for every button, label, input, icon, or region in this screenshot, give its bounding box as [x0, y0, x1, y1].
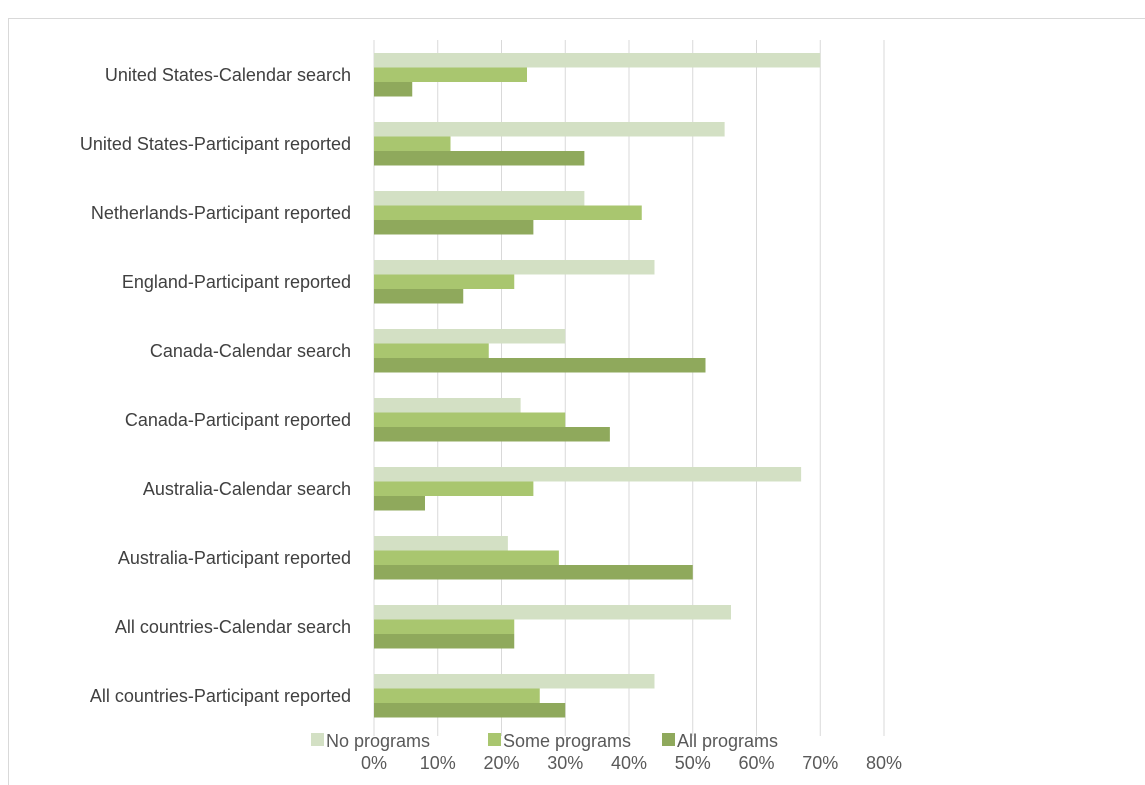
bar-some-programs: [374, 550, 559, 565]
bar-no-programs: [374, 53, 821, 68]
category-label: Australia-Participant reported: [118, 548, 351, 568]
legend-swatch: [311, 733, 324, 746]
x-tick-label: 10%: [420, 753, 456, 773]
bar-some-programs: [374, 619, 515, 634]
x-tick-label: 60%: [738, 753, 774, 773]
category-label: Canada-Calendar search: [150, 341, 351, 361]
x-tick-label: 70%: [802, 753, 838, 773]
category-labels: United States-Calendar search United Stat…: [80, 65, 351, 706]
gridlines: [373, 40, 885, 736]
bar-no-programs: [374, 329, 566, 344]
legend-label: No programs: [326, 731, 430, 751]
bar-no-programs: [374, 605, 731, 620]
bar-all-programs: [374, 496, 425, 511]
legend-label: All programs: [677, 731, 778, 751]
legend-label: Some programs: [503, 731, 631, 751]
category-label: United States-Calendar search: [105, 65, 351, 85]
legend: No programs Some programs All programs: [311, 731, 778, 751]
bar-no-programs: [374, 467, 802, 482]
bar-no-programs: [374, 191, 585, 206]
chart-frame: [8, 18, 1145, 785]
bar-all-programs: [374, 151, 585, 166]
category-label: United States-Participant reported: [80, 134, 351, 154]
x-tick-labels: 0% 10% 20% 30% 40% 50% 60% 70% 80%: [361, 753, 902, 773]
x-tick-label: 30%: [547, 753, 583, 773]
x-tick-label: 50%: [675, 753, 711, 773]
bar-no-programs: [374, 398, 521, 413]
category-label: Australia-Calendar search: [143, 479, 351, 499]
bar-some-programs: [374, 412, 566, 427]
category-label: All countries-Participant reported: [90, 686, 351, 706]
category-label: England-Participant reported: [122, 272, 351, 292]
bar-all-programs: [374, 82, 413, 97]
bar-some-programs: [374, 481, 534, 496]
bar-all-programs: [374, 220, 534, 235]
bar-no-programs: [374, 260, 655, 275]
bar-some-programs: [374, 67, 527, 82]
bar-all-programs: [374, 565, 693, 580]
category-label: Netherlands-Participant reported: [91, 203, 351, 223]
bar-all-programs: [374, 703, 566, 718]
bar-no-programs: [374, 674, 655, 689]
x-tick-label: 20%: [483, 753, 519, 773]
bar-some-programs: [374, 274, 515, 289]
bar-no-programs: [374, 536, 508, 551]
bar-all-programs: [374, 358, 706, 373]
legend-swatch: [662, 733, 675, 746]
legend-swatch: [488, 733, 501, 746]
x-tick-label: 80%: [866, 753, 902, 773]
category-label: All countries-Calendar search: [115, 617, 351, 637]
bar-all-programs: [374, 289, 464, 304]
category-label: Canada-Participant reported: [125, 410, 351, 430]
bars: [374, 53, 821, 718]
bar-some-programs: [374, 343, 489, 358]
bar-some-programs: [374, 688, 540, 703]
bar-no-programs: [374, 122, 725, 137]
bar-all-programs: [374, 634, 515, 649]
bar-all-programs: [374, 427, 610, 442]
x-tick-label: 0%: [361, 753, 387, 773]
x-tick-label: 40%: [611, 753, 647, 773]
bar-some-programs: [374, 136, 451, 151]
bar-some-programs: [374, 205, 642, 220]
